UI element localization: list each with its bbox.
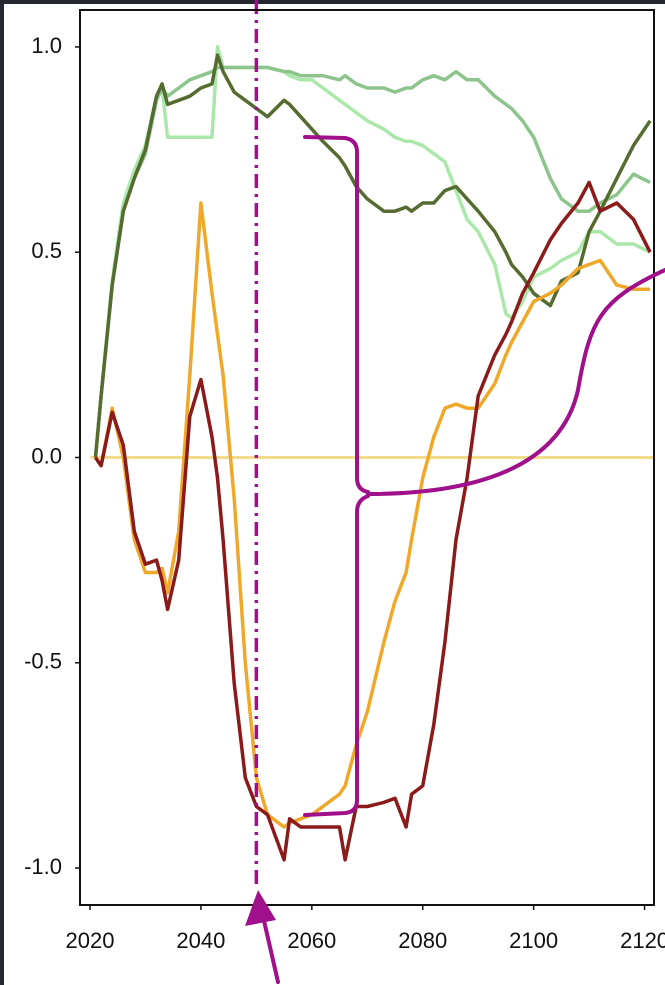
x-tick-label: 2020 [66, 928, 115, 953]
bracket-upper [303, 135, 370, 494]
y-tick-label: -0.5 [24, 649, 62, 674]
y-tick-label: -1.0 [24, 854, 62, 879]
arrow-shaft [260, 910, 280, 984]
y-tick-label: 1.0 [31, 33, 62, 58]
series-line [94, 180, 652, 862]
arrow-head [245, 890, 276, 926]
callout-curve [366, 268, 665, 496]
x-tick-label: 2080 [398, 928, 447, 953]
x-tick-label: 2060 [287, 928, 336, 953]
panel [4, 4, 665, 985]
x-tick-label: 2100 [509, 928, 558, 953]
y-tick-label: 0.5 [31, 238, 62, 263]
y-tick-label: 0.0 [31, 443, 62, 468]
bracket-lower [303, 494, 370, 817]
series-line [93, 53, 652, 458]
series-line [93, 65, 651, 458]
series-line [94, 201, 651, 829]
x-tick-label: 2120 [620, 928, 665, 953]
annotations [245, 135, 665, 984]
x-tick-label: 2040 [176, 928, 225, 953]
plot-area [90, 0, 654, 890]
